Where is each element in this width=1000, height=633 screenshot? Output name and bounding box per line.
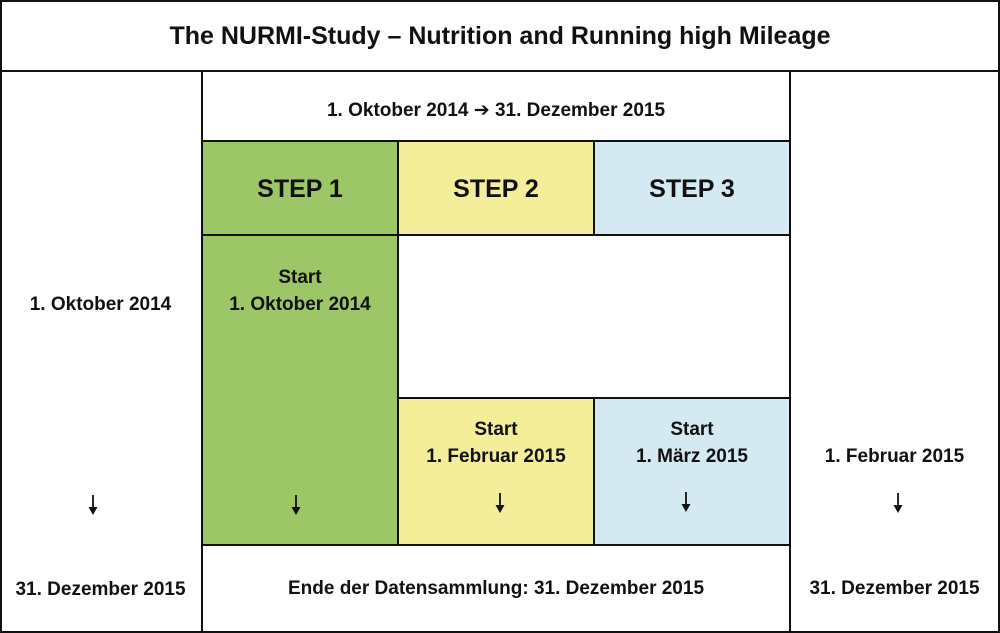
step3-body	[594, 398, 790, 545]
step1-start-label: Start	[278, 267, 322, 288]
step1-body-text: Start 1. Oktober 2014	[202, 235, 398, 545]
step2-header	[398, 141, 594, 235]
step1-header-label-box: STEP 1	[202, 141, 398, 235]
arrow-down-icon	[291, 495, 301, 515]
study-period: 1. Oktober 2014 ➔ 31. Dezember 2015	[326, 100, 666, 121]
step2-header-label-box: STEP 2	[398, 141, 594, 235]
arrow-down-icon	[495, 493, 505, 513]
title-row: The NURMI-Study – Nutrition and Running …	[0, 0, 1000, 72]
footer-row: Ende der Datensammlung: 31. Dezember 201…	[202, 546, 790, 631]
step1-body	[202, 235, 398, 545]
diagram-title: The NURMI-Study – Nutrition and Running …	[169, 22, 831, 50]
step3-header	[594, 141, 790, 235]
step2-start-label: Start	[474, 419, 518, 440]
step3-header-label-box: STEP 3	[594, 141, 790, 235]
arrow-down-icon	[893, 493, 903, 513]
arrow-down-icon	[681, 492, 691, 512]
step1-label: STEP 1	[257, 175, 343, 203]
step1-header	[202, 141, 398, 235]
left-start-date: 1. Oktober 2014	[29, 294, 172, 315]
left-column: 1. Oktober 2014 31. Dezember 2015	[0, 72, 201, 633]
step3-start-date: 1. März 2015	[636, 446, 748, 467]
arrow-down-icon	[88, 495, 98, 515]
step3-label: STEP 3	[649, 175, 735, 203]
step3-start-label: Start	[670, 419, 714, 440]
step2-start-date: 1. Februar 2015	[426, 446, 566, 467]
right-end-date: 31. Dezember 2015	[809, 578, 980, 599]
step2-body-text: Start 1. Februar 2015	[398, 399, 594, 545]
data-collection-end: Ende der Datensammlung: 31. Dezember 201…	[287, 578, 705, 599]
period-row: 1. Oktober 2014 ➔ 31. Dezember 2015	[202, 72, 790, 140]
step2-label: STEP 2	[453, 175, 539, 203]
step2-body	[398, 398, 594, 545]
step1-start-date: 1. Oktober 2014	[229, 294, 371, 315]
step3-body-text: Start 1. März 2015	[594, 399, 790, 545]
right-column: 1. Februar 2015 31. Dezember 2015	[791, 72, 998, 633]
left-end-date: 31. Dezember 2015	[15, 579, 186, 600]
right-start-date: 1. Februar 2015	[824, 446, 965, 467]
